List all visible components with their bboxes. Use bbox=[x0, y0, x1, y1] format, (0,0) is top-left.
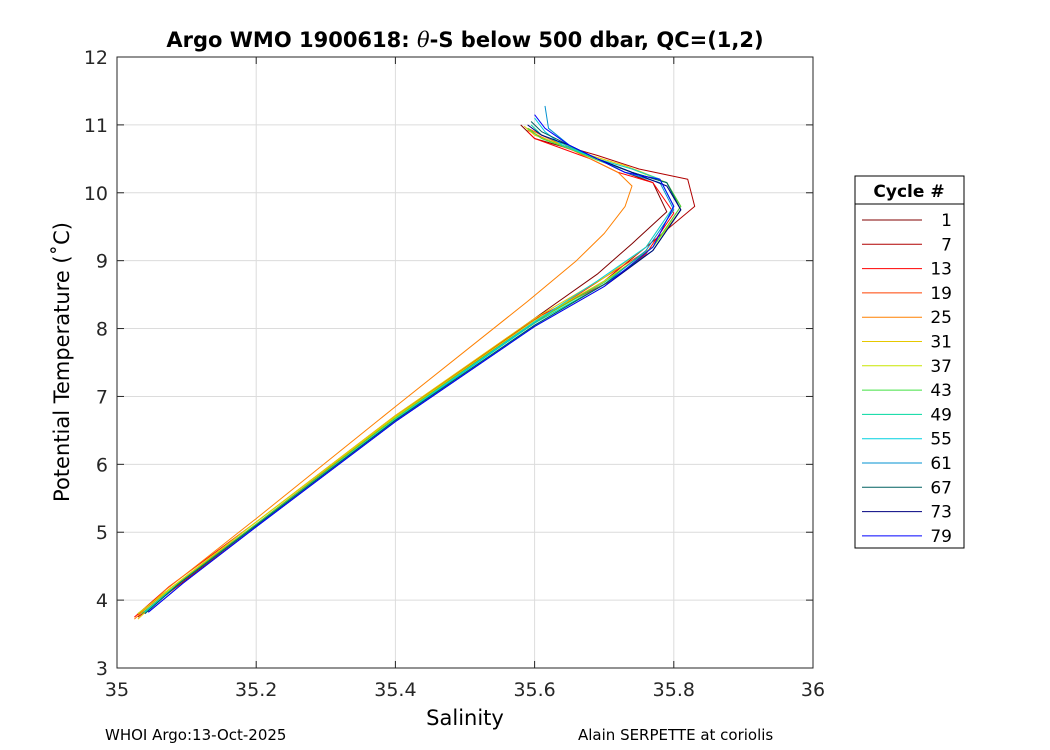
footer-author: Alain SERPETTE at coriolis bbox=[578, 726, 774, 744]
y-tick-label: 10 bbox=[84, 183, 108, 205]
legend-label-cycle-25: 25 bbox=[930, 308, 952, 328]
y-tick-label: 5 bbox=[96, 522, 108, 544]
y-tick-label: 8 bbox=[96, 319, 108, 341]
legend-label-cycle-43: 43 bbox=[930, 381, 952, 401]
y-tick-label: 4 bbox=[96, 590, 108, 612]
y-tick-label: 6 bbox=[96, 454, 108, 476]
x-tick-label: 35.2 bbox=[235, 679, 277, 701]
axis-ticks: 35 35.2 35.4 35.6 35.8 36 3 4 5 6 7 8 9 10 11 12 bbox=[84, 47, 825, 701]
x-tick-label: 36 bbox=[801, 679, 825, 701]
y-axis-label: Potential Temperature (˚C) bbox=[50, 222, 74, 502]
legend-label-cycle-67: 67 bbox=[930, 478, 952, 498]
grid bbox=[116, 56, 814, 669]
x-tick-label: 35.4 bbox=[374, 679, 416, 701]
x-axis-label: Salinity bbox=[426, 706, 504, 730]
series-line-cycle-1 bbox=[137, 124, 668, 615]
legend-label-cycle-19: 19 bbox=[930, 284, 952, 304]
series-line-cycle-55 bbox=[144, 117, 675, 613]
legend-label-cycle-61: 61 bbox=[930, 454, 952, 474]
series-line-cycle-13 bbox=[134, 131, 675, 618]
series-line-cycle-31 bbox=[137, 125, 675, 620]
series-line-cycle-7 bbox=[137, 127, 696, 618]
y-tick-label: 3 bbox=[96, 658, 108, 680]
legend: Cycle # 1 7 13 19 25 31 37 43 49 55 61 67 73 79 bbox=[854, 175, 965, 549]
legend-label-cycle-13: 13 bbox=[930, 260, 952, 280]
chart-title: Argo WMO 1900618: θ-S below 500 dbar, QC… bbox=[166, 28, 763, 52]
legend-box bbox=[854, 175, 965, 549]
series-line-cycle-79 bbox=[147, 114, 675, 613]
series-line-cycle-37 bbox=[137, 127, 682, 615]
y-tick-label: 7 bbox=[96, 386, 108, 408]
legend-title: Cycle # bbox=[873, 182, 944, 202]
series-line-cycle-61 bbox=[144, 105, 675, 615]
series-line-cycle-25 bbox=[134, 127, 633, 620]
legend-label-cycle-1: 1 bbox=[941, 211, 952, 231]
legend-label-cycle-37: 37 bbox=[930, 357, 952, 377]
y-tick-label: 12 bbox=[84, 47, 108, 69]
legend-label-cycle-55: 55 bbox=[930, 430, 952, 450]
legend-label-cycle-79: 79 bbox=[930, 527, 952, 547]
series-line-cycle-43 bbox=[141, 127, 682, 615]
legend-label-cycle-31: 31 bbox=[930, 333, 952, 353]
data-series bbox=[134, 105, 696, 620]
x-tick-label: 35 bbox=[105, 679, 129, 701]
series-line-cycle-73 bbox=[147, 124, 682, 613]
legend-label-cycle-73: 73 bbox=[930, 503, 952, 523]
y-tick-label: 11 bbox=[84, 115, 108, 137]
series-line-cycle-19 bbox=[137, 129, 682, 616]
legend-items: 1 7 13 19 25 31 37 43 49 55 61 67 73 79 bbox=[862, 211, 952, 547]
series-line-cycle-67 bbox=[144, 121, 682, 615]
legend-label-cycle-7: 7 bbox=[941, 235, 952, 255]
y-tick-label: 9 bbox=[96, 251, 108, 273]
series-line-cycle-49 bbox=[144, 124, 682, 613]
x-tick-label: 35.8 bbox=[653, 679, 695, 701]
footer-source: WHOI Argo:13-Oct-2025 bbox=[105, 726, 287, 744]
legend-label-cycle-49: 49 bbox=[930, 405, 952, 425]
x-tick-label: 35.6 bbox=[513, 679, 555, 701]
plot-area-frame bbox=[116, 56, 814, 669]
